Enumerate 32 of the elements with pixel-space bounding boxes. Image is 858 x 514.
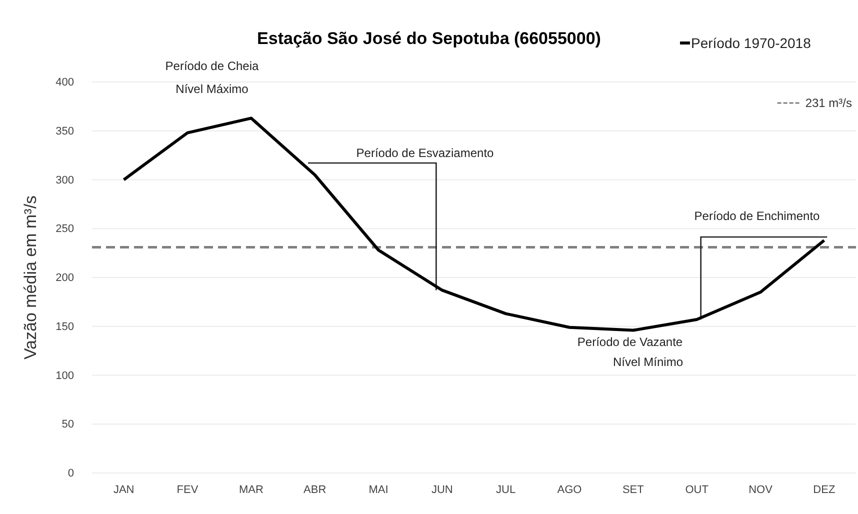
y-axis-title: Vazão média em m³/s	[21, 195, 40, 360]
annotation: Nível Mínimo	[612, 355, 684, 369]
annotation: Período de Vazante	[577, 335, 683, 349]
x-tick-label: AGO	[557, 484, 582, 496]
annotation: Nível Máximo	[176, 82, 249, 96]
x-tick-label: JUN	[431, 484, 453, 496]
x-tick-label: DEZ	[813, 484, 836, 496]
y-tick-label: 100	[56, 370, 74, 382]
y-tick-label: 200	[56, 272, 74, 284]
x-tick-label: NOV	[748, 484, 774, 496]
y-tick-label: 150	[56, 320, 74, 333]
legend-label: Período 1970-2018	[691, 35, 812, 51]
x-tick-label: SET	[622, 484, 644, 496]
text: Período de Cheia	[165, 59, 260, 73]
chart-title: Estação São José do Sepotuba (66055000)	[257, 29, 601, 48]
annotation: Período de Esvaziamento	[356, 146, 494, 160]
legend-label: 231 m³/s	[805, 96, 852, 110]
y-tick-label: 300	[56, 174, 74, 186]
x-tick-label: JUL	[496, 484, 516, 496]
x-tick-label: ABR	[304, 484, 326, 496]
x-tick-label: OUT	[685, 484, 709, 496]
y-tick-label: 250	[56, 223, 74, 236]
x-tick-label: FEV	[176, 484, 199, 496]
y-tick-label: 50	[62, 418, 74, 431]
y-tick-label: 400	[56, 76, 74, 89]
line-series	[122, 116, 826, 332]
x-tick-label: MAR	[238, 484, 264, 496]
x-tick-label: MAI	[368, 484, 388, 496]
x-tick-label: JAN	[113, 484, 134, 496]
y-tick-label: 350	[56, 125, 74, 138]
y-tick-label: 0	[68, 468, 74, 480]
annotation: Período de Enchimento	[694, 209, 820, 223]
